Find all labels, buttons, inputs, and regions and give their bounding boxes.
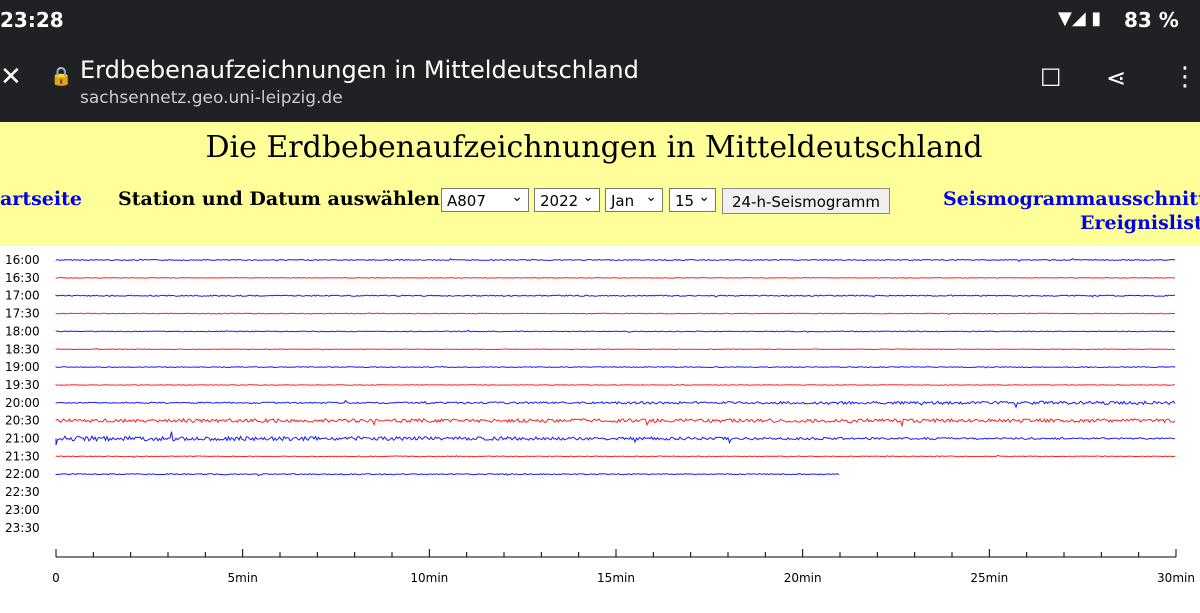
trace bbox=[55, 399, 1176, 409]
battery: 83 % bbox=[1124, 8, 1179, 32]
trace bbox=[55, 347, 1175, 351]
month-select[interactable]: Jan bbox=[605, 185, 663, 212]
seismogram-button[interactable]: 24-h-Seismogramm bbox=[722, 188, 890, 214]
x-label: 10min bbox=[410, 571, 448, 585]
trace bbox=[55, 329, 1175, 333]
x-label: 20min bbox=[784, 571, 822, 585]
time-label: 22:00 bbox=[5, 467, 40, 481]
station-select[interactable]: A807 bbox=[441, 185, 529, 212]
trace bbox=[55, 417, 1176, 428]
year-select[interactable]: 2022 bbox=[534, 185, 600, 212]
trace bbox=[55, 294, 1176, 298]
time-label: 20:00 bbox=[5, 396, 40, 410]
page-header: Die Erdbebenaufzeichnungen in Mitteldeut… bbox=[0, 122, 1200, 246]
time-label: 20:30 bbox=[5, 414, 40, 428]
event-list-link[interactable]: Ereignisliste bbox=[1080, 212, 1200, 234]
trace bbox=[55, 383, 1176, 386]
trace bbox=[55, 431, 1176, 446]
time-label: 16:30 bbox=[5, 271, 40, 285]
menu-button[interactable]: ⋮ bbox=[1172, 62, 1198, 92]
close-button[interactable]: ✕ bbox=[0, 62, 22, 92]
time-label: 19:00 bbox=[5, 360, 40, 374]
time-label: 22:30 bbox=[5, 485, 40, 499]
url[interactable]: sachsennetz.geo.uni-leipzig.de bbox=[80, 88, 343, 108]
x-label: 5min bbox=[228, 571, 258, 585]
time-label: 23:30 bbox=[5, 521, 40, 535]
status-bar: 23:28 ▼◢ ▮ 83 % bbox=[0, 0, 1200, 42]
time-label: 16:00 bbox=[5, 253, 40, 267]
share-button[interactable]: ⋖ bbox=[1106, 64, 1127, 92]
time-label: 23:00 bbox=[5, 503, 40, 517]
x-label: 30min bbox=[1157, 571, 1195, 585]
browser-bar: ✕ 🔒 Erdbebenaufzeichnungen in Mitteldeut… bbox=[0, 42, 1200, 122]
time-label: 17:30 bbox=[5, 307, 40, 321]
time-label: 18:00 bbox=[5, 324, 40, 338]
excerpt-link[interactable]: Seismogrammausschnitte bbox=[943, 188, 1200, 210]
time-label: 19:30 bbox=[5, 378, 40, 392]
x-label: 25min bbox=[970, 571, 1008, 585]
x-label: 15min bbox=[597, 571, 635, 585]
clock: 23:28 bbox=[0, 8, 64, 32]
seismogram: 16:00 16:30 17:00 17:30 18:00 18:30 19:00 19:30… bbox=[5, 253, 1195, 585]
select-label: Station und Datum auswählen: bbox=[118, 188, 447, 210]
time-label: 18:30 bbox=[5, 342, 40, 356]
trace bbox=[55, 473, 840, 477]
x-label: 0 bbox=[52, 571, 60, 585]
day-select[interactable]: 15 bbox=[669, 185, 716, 212]
trace bbox=[55, 257, 1176, 262]
signal-icons: ▼◢ ▮ bbox=[1058, 8, 1102, 29]
time-label: 21:00 bbox=[5, 432, 40, 446]
trace bbox=[55, 312, 1176, 316]
trace bbox=[55, 365, 1176, 369]
bookmark-button[interactable]: ☐ bbox=[1040, 64, 1062, 92]
trace bbox=[55, 276, 1176, 279]
lock-icon: 🔒 bbox=[50, 66, 73, 87]
time-label: 21:30 bbox=[5, 449, 40, 463]
trace bbox=[55, 454, 1176, 459]
time-label: 17:00 bbox=[5, 289, 40, 303]
heading: Die Erdbebenaufzeichnungen in Mitteldeut… bbox=[205, 130, 983, 165]
start-link[interactable]: artseite bbox=[0, 188, 82, 210]
page-title: Erdbebenaufzeichnungen in Mitteldeutschl… bbox=[80, 56, 639, 84]
